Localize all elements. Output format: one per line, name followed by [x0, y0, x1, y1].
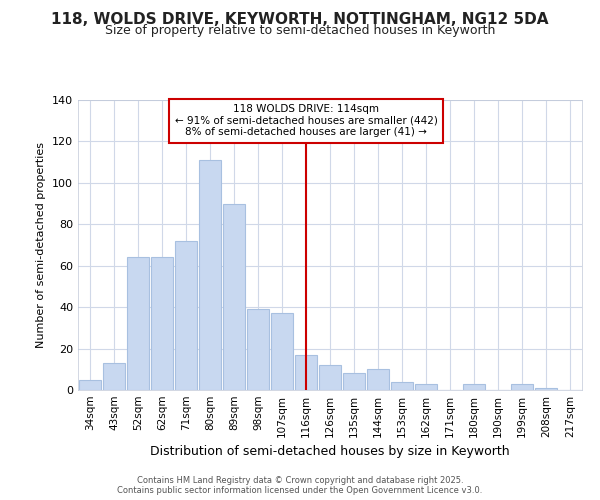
Text: Size of property relative to semi-detached houses in Keyworth: Size of property relative to semi-detach…	[105, 24, 495, 37]
Bar	[199, 160, 221, 390]
Bar	[295, 355, 317, 390]
Bar	[79, 380, 101, 390]
Bar	[391, 382, 413, 390]
Bar	[463, 384, 485, 390]
Bar	[223, 204, 245, 390]
Bar	[175, 241, 197, 390]
Bar	[319, 365, 341, 390]
Text: Contains HM Land Registry data © Crown copyright and database right 2025.: Contains HM Land Registry data © Crown c…	[137, 476, 463, 485]
Y-axis label: Number of semi-detached properties: Number of semi-detached properties	[37, 142, 46, 348]
X-axis label: Distribution of semi-detached houses by size in Keyworth: Distribution of semi-detached houses by …	[150, 446, 510, 458]
Bar	[271, 314, 293, 390]
Text: 118, WOLDS DRIVE, KEYWORTH, NOTTINGHAM, NG12 5DA: 118, WOLDS DRIVE, KEYWORTH, NOTTINGHAM, …	[51, 12, 549, 28]
Bar	[343, 374, 365, 390]
Bar	[103, 363, 125, 390]
Bar	[367, 370, 389, 390]
Bar	[127, 258, 149, 390]
Text: 118 WOLDS DRIVE: 114sqm
← 91% of semi-detached houses are smaller (442)
8% of se: 118 WOLDS DRIVE: 114sqm ← 91% of semi-de…	[175, 104, 437, 138]
Bar	[415, 384, 437, 390]
Bar	[247, 309, 269, 390]
Bar	[535, 388, 557, 390]
Bar	[511, 384, 533, 390]
Text: Contains public sector information licensed under the Open Government Licence v3: Contains public sector information licen…	[118, 486, 482, 495]
Bar	[151, 258, 173, 390]
